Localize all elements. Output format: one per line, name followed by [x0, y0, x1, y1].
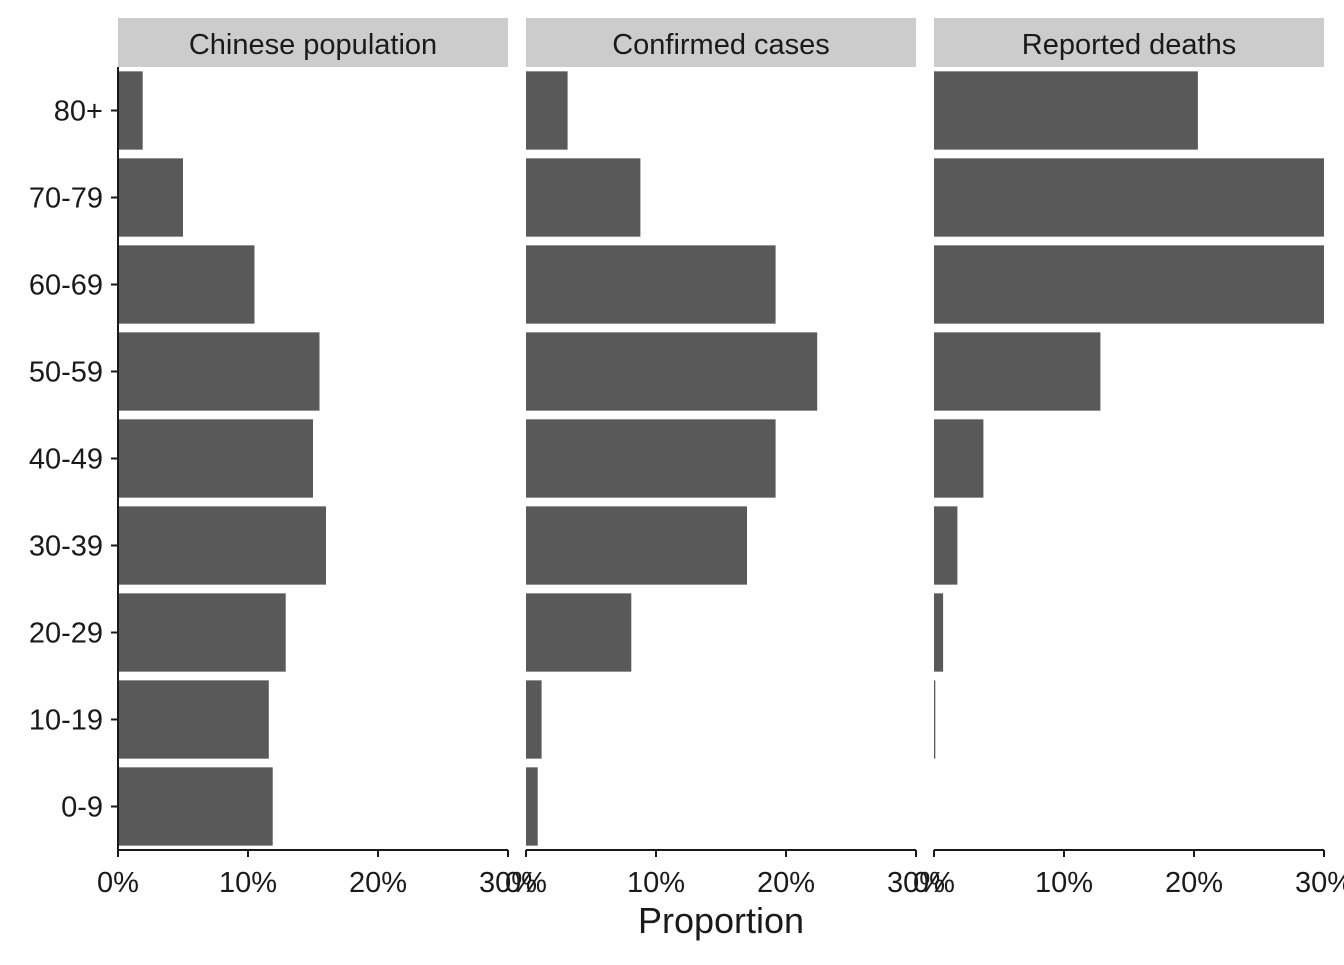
x-tick-label: 10% [219, 867, 277, 899]
panel-strip [934, 18, 1324, 67]
bar-0-9 [526, 767, 538, 846]
bar-60-69 [934, 245, 1324, 324]
bar-40-49 [526, 419, 776, 498]
panel-strip [526, 18, 916, 67]
bar-10-19 [526, 680, 542, 759]
bar-70-79 [934, 158, 1324, 237]
bars-group [934, 71, 1324, 759]
x-tick-label: 10% [1035, 867, 1093, 899]
panel-3: Reported deaths 0% 10% 20% 30% [913, 18, 1344, 899]
bar-50-59 [526, 332, 818, 411]
panel-2: Confirmed cases 0% 10% 20% 30% [505, 18, 945, 899]
bar-40-49 [118, 419, 313, 498]
bar-80+ [934, 71, 1198, 150]
y-tick-label: 30-39 [29, 531, 103, 563]
y-axis: 80+ 70-79 60-69 50-59 40-49 30-39 20-29 10-19 0-… [29, 67, 119, 850]
x-tick-label: 30% [1295, 867, 1344, 899]
bar-30-39 [526, 506, 747, 585]
bar-60-69 [526, 245, 776, 324]
bars-group [526, 71, 818, 846]
bar-80+ [526, 71, 568, 150]
panel-title: Confirmed cases [612, 29, 830, 61]
panel-title: Chinese population [189, 29, 437, 61]
x-tick-label: 30% [887, 867, 945, 899]
bar-70-79 [526, 158, 641, 237]
y-tick-label: 40-49 [29, 444, 103, 476]
y-tick-label: 20-29 [29, 618, 103, 650]
bar-10-19 [118, 680, 269, 759]
bar-70-79 [118, 158, 183, 237]
bar-80+ [118, 71, 143, 150]
y-tick-label: 80+ [54, 96, 103, 128]
bar-30-39 [118, 506, 326, 585]
y-tick-label: 10-19 [29, 705, 103, 737]
bar-30-39 [934, 506, 958, 585]
bar-40-49 [934, 419, 984, 498]
x-tick-label: 20% [349, 867, 407, 899]
x-tick-label: 20% [1165, 867, 1223, 899]
x-axis-title: Proportion [638, 900, 804, 941]
bar-50-59 [934, 332, 1101, 411]
panel-title: Reported deaths [1022, 29, 1236, 61]
bar-20-29 [118, 593, 286, 672]
y-tick-label: 60-69 [29, 270, 103, 302]
y-tick-label: 70-79 [29, 183, 103, 215]
bar-20-29 [526, 593, 632, 672]
bar-0-9 [118, 767, 273, 846]
x-tick-label: 10% [627, 867, 685, 899]
x-tick-label: 20% [757, 867, 815, 899]
bar-60-69 [118, 245, 255, 324]
bar-20-29 [934, 593, 944, 672]
bar-50-59 [118, 332, 320, 411]
bars-group [118, 71, 326, 846]
x-tick-label: 0% [913, 867, 955, 899]
x-tick-label: 0% [505, 867, 547, 899]
bar-10-19 [934, 680, 936, 759]
x-tick-label: 30% [479, 867, 537, 899]
y-tick-label: 0-9 [61, 792, 103, 824]
panel-strip [118, 18, 508, 67]
x-tick-label: 0% [97, 867, 139, 899]
y-tick-label: 50-59 [29, 357, 103, 389]
panel-1: Chinese population 0% 10% 20% 30% [97, 18, 537, 899]
